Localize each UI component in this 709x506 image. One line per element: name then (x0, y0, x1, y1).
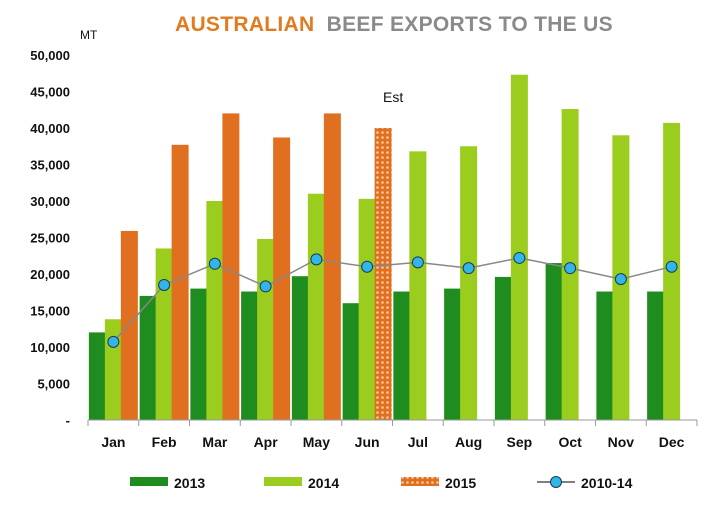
point-2010-14-Sep (513, 251, 526, 264)
bar-2014-Apr (257, 238, 275, 420)
line-2010-14 (112, 257, 672, 343)
x-category-label: Jan (101, 434, 125, 450)
bar-2013-Feb (139, 295, 157, 420)
legend-label-2015: 2015 (445, 475, 476, 491)
bar-2015-Jan (120, 230, 138, 420)
point-2010-14-Jun (361, 260, 374, 273)
bar-2014-Mar (206, 201, 224, 420)
legend-label-2010-14: 2010-14 (581, 475, 633, 491)
y-tick-label: 35,000 (30, 158, 70, 173)
x-category-label: May (303, 434, 330, 450)
x-category-label: Mar (202, 434, 227, 450)
y-tick-label: 25,000 (30, 231, 70, 246)
x-category-label: Aug (455, 434, 482, 450)
point-2010-14-Dec (665, 260, 678, 273)
bar-2013-May (291, 276, 309, 420)
bar-2013-Oct (545, 263, 563, 420)
x-category-label: Dec (659, 434, 685, 450)
bar-2014-Feb (155, 248, 173, 420)
average-line-series (107, 251, 678, 348)
y-tick-label: 10,000 (30, 340, 70, 355)
x-category-label: Feb (152, 434, 177, 450)
legend-label-2014: 2014 (308, 475, 339, 491)
y-tick-label: - (66, 413, 70, 428)
y-tick-label: 50,000 (30, 48, 70, 63)
chart-title-main: BEEF EXPORTS TO THE US (327, 13, 613, 36)
estimate-annotation: Est (383, 89, 403, 105)
bar-2013-Aug (444, 288, 462, 420)
legend-swatch-2014 (264, 477, 302, 486)
x-category-label: Oct (558, 434, 582, 450)
legend-swatch-2015 (401, 477, 439, 486)
bar-2015-Feb (171, 144, 189, 421)
bar-2013-Jun (342, 303, 360, 420)
point-2010-14-Aug (462, 262, 475, 275)
y-axis-ticks: - 5,000 10,000 15,000 20,000 25,000 30,000 35,0… (30, 48, 70, 428)
x-axis-labels: Jan Feb Mar Apr May Jun Jul Aug Sep Oct Nov Dec (101, 434, 684, 450)
bars (88, 74, 681, 421)
x-category-label: Jun (355, 434, 380, 450)
x-category-label: Apr (254, 434, 279, 450)
y-tick-label: 20,000 (30, 267, 70, 282)
bar-2015-Jun (374, 128, 392, 420)
point-2010-14-Feb (158, 278, 171, 291)
bar-2015-Apr (273, 137, 291, 421)
legend-swatch-2013 (130, 477, 168, 486)
bar-2013-Dec (647, 291, 665, 420)
y-unit-label: MT (80, 28, 98, 42)
point-2010-14-Mar (208, 257, 221, 270)
x-axis-ticks (87, 420, 698, 426)
bar-2013-Nov (596, 291, 614, 420)
bar-2013-Jul (393, 291, 411, 420)
legend-label-2013: 2013 (174, 475, 205, 491)
bar-2013-Sep (494, 276, 512, 420)
point-2010-14-Oct (564, 262, 577, 275)
x-category-label: Jul (408, 434, 428, 450)
bar-2014-Aug (460, 146, 478, 420)
bar-2015-Mar (222, 113, 240, 421)
point-2010-14-Jul (411, 256, 424, 269)
chart-title-accent: AUSTRALIAN (175, 13, 315, 36)
chart-title: AUSTRALIAN BEEF EXPORTS TO THE US (175, 13, 613, 36)
y-tick-label: 30,000 (30, 194, 70, 209)
bar-2014-Jul (409, 151, 427, 421)
y-tick-label: 5,000 (37, 377, 70, 392)
y-tick-label: 15,000 (30, 304, 70, 319)
legend-marker-2010-14 (550, 476, 562, 488)
point-2010-14-May (310, 253, 323, 266)
y-tick-label: 40,000 (30, 121, 70, 136)
bar-2013-Apr (241, 291, 259, 420)
point-2010-14-Jan (107, 335, 120, 348)
bar-2013-Mar (190, 288, 208, 420)
bar-2013-Jan (88, 332, 106, 420)
y-tick-label: 45,000 (30, 85, 70, 100)
point-2010-14-Apr (259, 280, 272, 293)
x-category-label: Sep (507, 434, 533, 450)
bar-2014-May (307, 193, 325, 420)
bar-2015-May (323, 113, 341, 421)
legend: 2013 2014 2015 2010-14 (130, 475, 633, 491)
bar-2014-Jun (358, 198, 376, 420)
x-category-label: Nov (608, 434, 635, 450)
bar-2014-Sep (510, 74, 528, 421)
point-2010-14-Nov (614, 273, 627, 286)
